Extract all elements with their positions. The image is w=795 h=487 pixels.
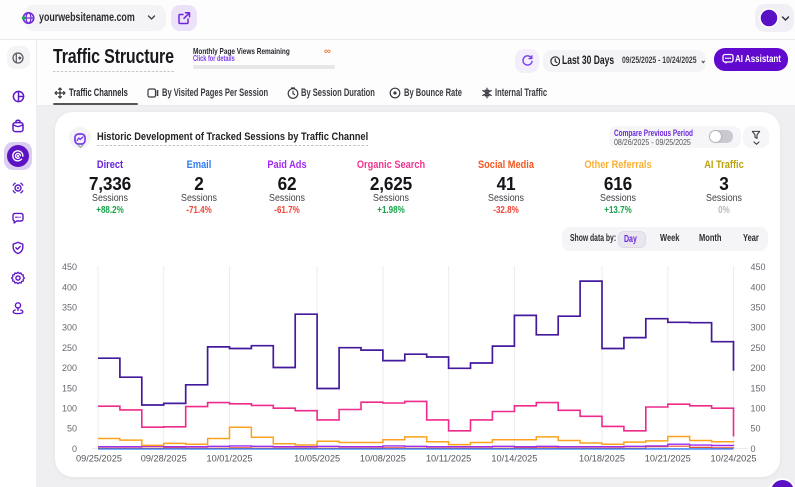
svg-text:10/24/2025: 10/24/2025 <box>711 454 757 464</box>
svg-text:10/11/2025: 10/11/2025 <box>426 454 471 464</box>
svg-text:150: 150 <box>62 383 77 393</box>
svg-text:100: 100 <box>62 403 77 413</box>
svg-text:150: 150 <box>751 383 766 393</box>
svg-text:10/08/2025: 10/08/2025 <box>360 454 406 464</box>
svg-text:250: 250 <box>751 343 766 353</box>
svg-text:10/14/2025: 10/14/2025 <box>491 454 537 464</box>
svg-text:50: 50 <box>67 424 77 434</box>
svg-text:09/25/2025: 09/25/2025 <box>76 454 122 464</box>
svg-text:200: 200 <box>751 363 766 373</box>
svg-text:0: 0 <box>751 444 756 454</box>
svg-text:350: 350 <box>62 303 77 313</box>
svg-text:100: 100 <box>751 403 766 413</box>
svg-text:0: 0 <box>72 444 77 454</box>
svg-text:10/18/2025: 10/18/2025 <box>579 454 625 464</box>
svg-text:400: 400 <box>751 282 766 292</box>
svg-text:300: 300 <box>751 323 766 333</box>
svg-text:10/21/2025: 10/21/2025 <box>645 454 691 464</box>
svg-text:450: 450 <box>62 262 77 272</box>
svg-text:200: 200 <box>62 363 77 373</box>
svg-text:350: 350 <box>751 303 766 313</box>
svg-text:250: 250 <box>62 343 77 353</box>
svg-text:450: 450 <box>751 262 766 272</box>
svg-text:10/05/2025: 10/05/2025 <box>294 454 340 464</box>
svg-text:09/28/2025: 09/28/2025 <box>141 454 187 464</box>
svg-text:400: 400 <box>62 282 77 292</box>
svg-text:10/01/2025: 10/01/2025 <box>207 454 253 464</box>
svg-text:50: 50 <box>751 424 761 434</box>
svg-text:300: 300 <box>62 323 77 333</box>
